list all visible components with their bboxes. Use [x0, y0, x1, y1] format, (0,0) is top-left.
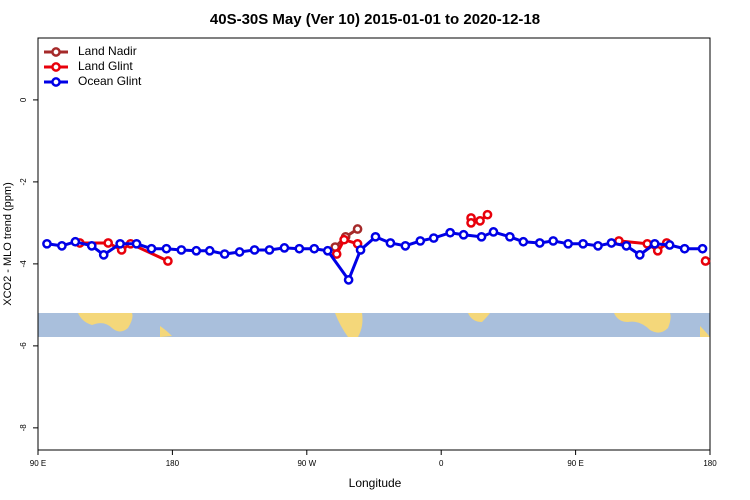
point [191, 245, 202, 256]
point [249, 245, 260, 255]
point [458, 229, 469, 240]
point [352, 224, 363, 234]
point [428, 233, 439, 243]
point [219, 249, 230, 259]
x-tick-label: 180 [703, 459, 717, 468]
point [475, 215, 485, 226]
point [57, 240, 67, 251]
x-tick-label: 90 W [297, 459, 316, 468]
point [697, 243, 708, 254]
point [103, 238, 114, 248]
x-tick-label: 0 [439, 459, 444, 468]
point [563, 238, 573, 249]
legend-marker [51, 62, 61, 72]
y-tick-label: -2 [19, 178, 28, 186]
point [370, 231, 381, 242]
point [621, 240, 632, 251]
plot-frame [37, 37, 711, 451]
point [700, 256, 711, 266]
series-line [80, 215, 706, 261]
point [204, 245, 215, 256]
point [466, 218, 476, 228]
point [488, 227, 499, 237]
map-strip [38, 313, 710, 337]
y-axis-label: XCO2 - MLO trend (ppm) [2, 182, 14, 305]
point [445, 227, 456, 238]
series [42, 227, 708, 285]
point [322, 245, 333, 256]
legend-label: Land Nadir [78, 44, 137, 58]
point [42, 238, 52, 249]
point [161, 243, 172, 254]
y-tick-label: -4 [19, 260, 28, 268]
point [400, 240, 411, 251]
point [264, 245, 275, 255]
x-tick-label: 180 [166, 459, 180, 468]
point [415, 236, 426, 246]
point [476, 231, 487, 242]
x-tick-label: 90 E [30, 459, 46, 468]
point [534, 238, 545, 248]
point [234, 247, 245, 257]
point [548, 236, 559, 246]
y-tick-label: -6 [19, 342, 28, 350]
point [131, 238, 142, 249]
point [679, 243, 690, 254]
point [343, 275, 354, 285]
legend-label: Land Glint [78, 59, 133, 73]
point [279, 243, 290, 253]
legend-marker [51, 77, 61, 87]
point [664, 240, 675, 250]
x-axis-label: Longitude [349, 476, 402, 490]
point [518, 236, 529, 247]
point [176, 245, 187, 255]
chart-title: 40S-30S May (Ver 10) 2015-01-01 to 2020-… [210, 11, 540, 28]
point [505, 231, 515, 242]
point [634, 250, 645, 260]
point [98, 250, 109, 260]
y-tick-label: -8 [19, 424, 28, 432]
point [593, 240, 603, 251]
legend-label: Ocean Glint [78, 74, 142, 88]
point [115, 238, 125, 249]
point [649, 238, 660, 249]
point [146, 243, 157, 254]
x-tick-label: 90 E [567, 459, 583, 468]
point [70, 236, 81, 247]
series [76, 211, 709, 265]
y-tick-label: 0 [19, 97, 28, 102]
legend-marker [51, 47, 61, 57]
point [331, 249, 342, 259]
point [294, 243, 305, 254]
point [86, 240, 97, 251]
point [482, 209, 493, 220]
point [339, 234, 349, 245]
point [309, 243, 320, 254]
point [578, 238, 588, 249]
point [355, 245, 366, 255]
point [606, 238, 617, 248]
point [163, 256, 173, 266]
point [385, 238, 396, 248]
